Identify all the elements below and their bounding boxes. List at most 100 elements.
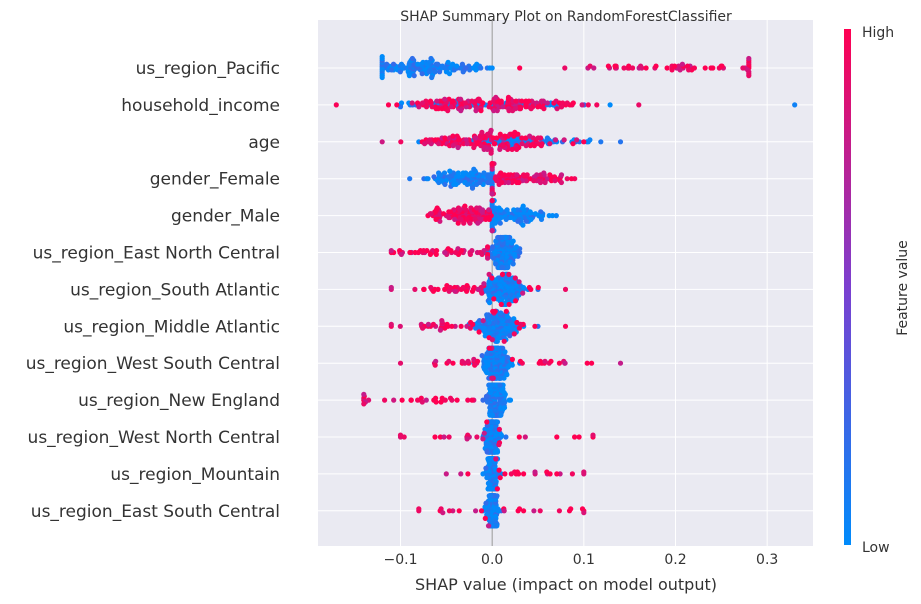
shap-point-high [612, 63, 618, 69]
shap-point-high [590, 432, 596, 438]
shap-point-low [523, 218, 530, 224]
shap-point-high [467, 220, 473, 226]
shap-point-high [333, 102, 339, 108]
shap-point-high [382, 397, 388, 403]
shap-point-high [499, 179, 505, 186]
shap-point-high [423, 397, 429, 403]
shap-point-high [531, 143, 538, 149]
shap-point-low [506, 397, 512, 403]
shap-point-low [485, 179, 491, 186]
shap-point-low [390, 61, 397, 67]
shap-point-high [672, 63, 678, 69]
shap-point-high [523, 143, 529, 149]
shap-point-high [568, 506, 574, 512]
shap-point-low [419, 71, 425, 77]
shap-point-high [474, 141, 480, 147]
shap-point-high [425, 321, 431, 327]
shap-point-high [528, 286, 534, 292]
shap-point-high [547, 141, 553, 147]
shap-point-high [465, 397, 471, 403]
shap-point-low [398, 61, 405, 67]
shap-point-high [535, 104, 541, 110]
shap-point-high [489, 191, 495, 197]
shap-point-high [485, 523, 492, 529]
shap-point-high [490, 308, 496, 314]
shap-point-high [514, 146, 520, 152]
shap-point-low [426, 69, 432, 75]
shap-point-high [506, 271, 512, 277]
shap-point-low [504, 372, 510, 378]
shap-point-high [581, 469, 587, 475]
shap-point-high [427, 251, 433, 257]
shap-point-low [439, 178, 445, 184]
shap-point-high [562, 286, 569, 292]
shap-point-low [607, 102, 613, 108]
shap-point-high [468, 319, 474, 326]
shap-point-high [446, 214, 452, 221]
feature-label: us_region_West North Central [28, 428, 280, 448]
shap-point-high [482, 515, 488, 522]
x-tick-label: 0.3 [756, 552, 778, 568]
shap-point-high [486, 104, 492, 110]
shap-point-high [408, 397, 414, 403]
shap-point-low [546, 213, 552, 219]
shap-point-low [507, 333, 513, 339]
shap-point-low [489, 412, 496, 418]
shap-point-low [428, 55, 434, 62]
shap-point-high [439, 106, 445, 112]
shap-point-high [526, 98, 532, 104]
shap-point-high [512, 106, 519, 112]
shap-point-high [517, 106, 524, 112]
shap-point-low [451, 181, 457, 187]
shap-point-low [487, 300, 493, 306]
shap-point-low [792, 102, 798, 108]
shap-point-high [475, 220, 481, 226]
shap-point-high [433, 251, 439, 257]
x-tick-label: 0.0 [481, 552, 503, 568]
shap-point-high [434, 248, 440, 254]
shap-point-low [473, 325, 479, 331]
shap-point-high [447, 143, 453, 149]
shap-point-high [471, 144, 477, 151]
shap-point-high [399, 397, 405, 403]
shap-point-low [490, 255, 497, 261]
shap-point-low [484, 475, 490, 481]
shap-point-high [442, 397, 448, 403]
shap-point-high [523, 135, 529, 141]
shap-point-low [536, 213, 542, 219]
shap-point-low [513, 244, 520, 250]
shap-point-high [428, 211, 434, 217]
shap-point-high [469, 288, 476, 294]
shap-point-low [501, 389, 507, 396]
shap-point-high [394, 102, 400, 108]
shap-point-high [561, 137, 567, 143]
shap-point-high [433, 106, 439, 112]
shap-point-low [480, 327, 486, 333]
shap-point-high [558, 172, 565, 178]
shap-point-low [511, 207, 517, 213]
shap-point-low [598, 139, 604, 145]
shap-point-low [445, 59, 451, 65]
shap-point-high [485, 131, 491, 137]
shap-point-high [407, 249, 413, 256]
shap-point-low [446, 71, 453, 77]
shap-point-high [585, 102, 591, 108]
shap-point-low [510, 238, 516, 244]
shap-point-high [361, 401, 367, 407]
shap-point-high [513, 298, 519, 304]
shap-point-low [409, 55, 415, 62]
shap-point-high [480, 318, 486, 324]
feature-label: us_region_West South Central [26, 354, 280, 374]
x-tick-label: 0.1 [573, 552, 595, 568]
shap-point-low [497, 220, 503, 226]
shap-point-high [467, 251, 473, 257]
shap-point-low [490, 244, 496, 250]
shap-point-high [509, 356, 515, 362]
colorbar [844, 29, 851, 545]
shap-point-high [542, 358, 548, 364]
shap-point-high [398, 251, 404, 257]
shap-point-high [437, 218, 443, 224]
shap-point-high [541, 170, 547, 176]
shap-point-high [361, 391, 367, 397]
shap-point-low [492, 449, 498, 455]
